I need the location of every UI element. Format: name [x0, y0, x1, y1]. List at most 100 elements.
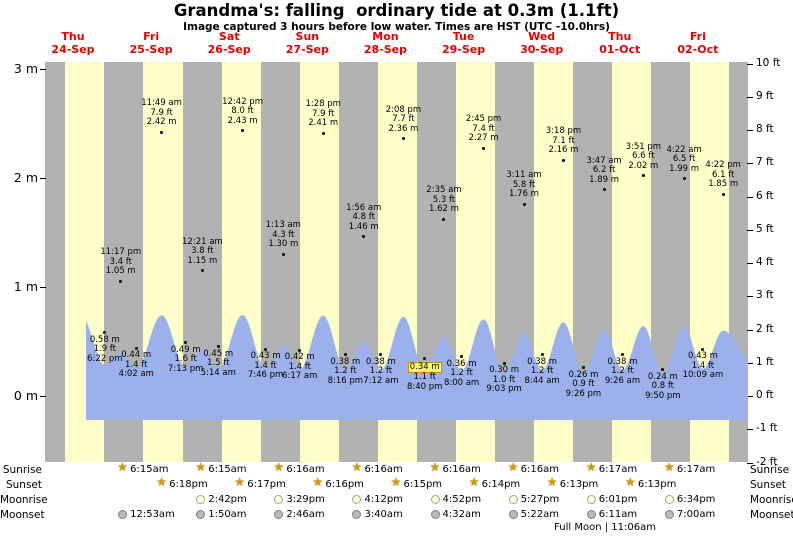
tide-point-dot [241, 129, 245, 133]
y-axis-right-label: -1 ft [756, 422, 778, 435]
chart-subtitle: Image captured 3 hours before low water.… [183, 21, 610, 33]
astro-time: 6:16am [520, 464, 559, 475]
y-axis-right-tick [747, 263, 753, 264]
tide-point-dot [103, 331, 107, 335]
tide-point-dot [540, 353, 544, 357]
moonset-icon [586, 510, 596, 519]
astro-time: 12:53am [130, 509, 175, 520]
low-tide-label: 0.38 m 1.2 ft 9:26 am [604, 356, 641, 386]
astro-row-label-right: Sunset [750, 479, 787, 491]
moonrise-icon [430, 495, 440, 504]
low-tide-label: 0.43 m 1.4 ft 7:46 pm [247, 351, 284, 381]
high-tide-label: 3:11 am 5.8 ft 1.76 m [506, 170, 542, 199]
y-axis-right-tick [747, 96, 753, 98]
y-axis-left-label: 3 m [13, 60, 38, 76]
moonrise-icon [274, 495, 284, 504]
high-tide-label: 4:22 am 6.5 ft 1.99 m [666, 144, 702, 174]
y-axis-right-tick [747, 63, 753, 65]
low-tide-label: 0.58 m 1.9 ft 6:22 pm [87, 334, 123, 364]
y-axis-left-tick [40, 396, 46, 397]
tide-point-dot [602, 188, 606, 192]
y-axis-right-tick [747, 196, 753, 198]
moonset-icon [274, 510, 284, 519]
y-axis-right-tick [747, 163, 753, 165]
day-label: Thu 01-Oct [599, 30, 641, 56]
high-tide-label: 12:21 am 3.8 ft 1.15 m [182, 236, 223, 266]
y-axis-right-label: 8 ft [756, 123, 774, 135]
moonset-icon [508, 510, 518, 519]
astro-time: 6:15pm [403, 479, 443, 490]
tide-point-dot [119, 279, 123, 283]
day-label: Wed 30-Sep [520, 30, 564, 56]
y-axis-left-label: 1 m [13, 278, 38, 294]
day-label: Mon 28-Sep [363, 30, 407, 56]
low-tide-label: 0.44 m 1.4 ft 4:02 am [118, 350, 154, 379]
astro-time: 6:15am [208, 464, 247, 475]
tide-point-dot [442, 217, 446, 221]
y-axis-right-label: 3 ft [756, 289, 774, 302]
sunset-icon: ★ [624, 475, 636, 489]
low-tide-label: 0.30 m 1.0 ft 9:03 pm [486, 365, 522, 395]
y-axis-right-label: 7 ft [756, 156, 774, 169]
page-title: Grandma's: falling ordinary tide at 0.3m… [173, 1, 620, 20]
y-axis-right-tick [747, 396, 753, 397]
moonrise-icon [664, 495, 674, 504]
y-axis-right-label: 0 ft [756, 389, 774, 401]
tide-point-dot [682, 177, 686, 181]
high-tide-label: 1:28 pm 7.9 ft 2.41 m [305, 99, 341, 129]
astro-time: 6:17am [598, 464, 638, 475]
sunrise-icon: ★ [273, 460, 285, 474]
y-axis-left-tick [40, 177, 46, 179]
astro-time: 4:12pm [364, 494, 403, 505]
y-axis-right-tick [747, 329, 753, 331]
y-axis-right-tick [747, 362, 753, 364]
day-band [612, 62, 652, 462]
astro-time: 6:17pm [247, 479, 286, 490]
low-tide-label: 0.38 m 1.2 ft 8:16 pm [327, 356, 364, 386]
astro-time: 6:17am [676, 464, 716, 475]
astro-time: 5:27pm [520, 494, 560, 505]
astro-time: 2:42pm [208, 494, 247, 505]
high-tide-label: 2:08 pm 7.7 ft 2.36 m [385, 104, 422, 134]
moonrise-icon [586, 495, 596, 504]
day-label: Thu 24-Sep [51, 30, 95, 56]
high-tide-label: 4:22 pm 6.1 ft 1.85 m [705, 160, 741, 190]
astro-row-label-right: Moonset [750, 509, 793, 521]
y-axis-right-tick [747, 462, 753, 464]
low-tide-label: 0.26 m 0.9 ft 9:26 pm [565, 369, 602, 399]
sunrise-icon: ★ [585, 460, 597, 474]
tide-point-dot [264, 347, 268, 351]
tide-point-dot [343, 353, 347, 357]
high-tide-label: 1:56 am 4.8 ft 1.46 m [346, 202, 382, 232]
current-tide-highlight: 0.34 m [407, 361, 442, 374]
sunset-icon: ★ [312, 475, 324, 489]
moonset-icon [430, 510, 440, 519]
sunrise-icon: ★ [663, 460, 675, 474]
tide-point-dot [561, 158, 565, 162]
astro-time: 6:34pm [676, 494, 716, 505]
sunset-icon: ★ [468, 475, 480, 489]
tide-point-dot [216, 345, 220, 349]
day-label: Fri 25-Sep [129, 30, 173, 56]
low-tide-label: 0.38 m 1.2 ft 7:12 am [363, 356, 399, 386]
tide-point-dot [379, 353, 383, 357]
tide-point-dot [184, 341, 188, 345]
y-axis-right-label: 1 ft [756, 355, 774, 368]
tide-point-dot [581, 366, 585, 370]
sunrise-icon: ★ [507, 460, 519, 474]
high-tide-label: 2:45 pm 7.4 ft 2.27 m [465, 114, 502, 144]
tide-point-dot [661, 368, 665, 372]
sunrise-icon: ★ [195, 460, 206, 474]
y-axis-right-tick [747, 429, 753, 431]
tide-point-dot [620, 353, 624, 357]
day-band [690, 62, 730, 462]
astro-time: 6:15am [130, 464, 169, 475]
y-axis-right-label: 9 ft [756, 89, 774, 102]
astro-time: 6:16am [442, 464, 481, 475]
high-tide-label: 3:47 am 6.2 ft 1.89 m [586, 155, 622, 185]
y-axis-right-tick [747, 229, 753, 231]
astro-row-label-left: Moonrise [0, 494, 48, 506]
full-moon-note: Full Moon | 11:06am [554, 522, 656, 533]
day-label: Fri 02-Oct [677, 30, 719, 56]
tide-point-dot [482, 146, 486, 150]
